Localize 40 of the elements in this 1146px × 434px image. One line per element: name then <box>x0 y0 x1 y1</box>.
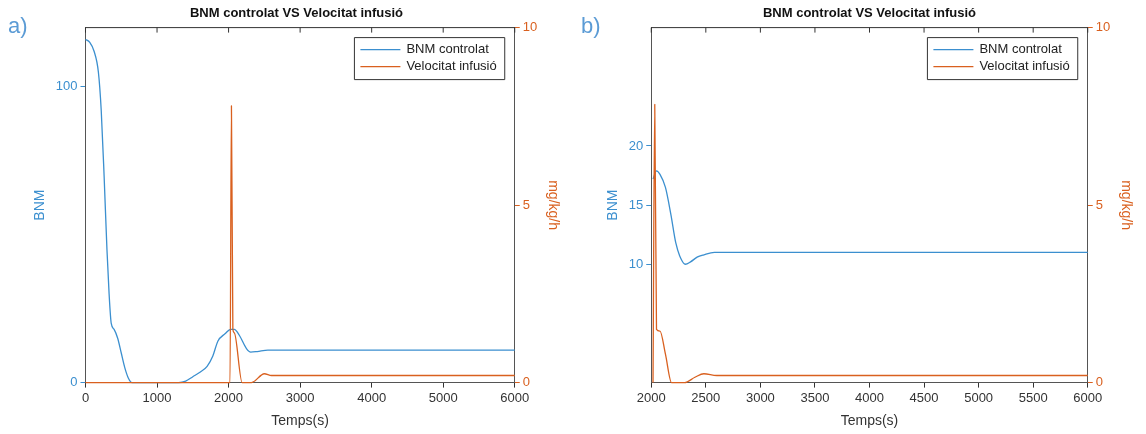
legend-label: Velocitat infusió <box>406 58 497 74</box>
y-tick-label: 20 <box>628 137 644 153</box>
y2-tick-label: 0 <box>1095 374 1103 390</box>
chart-title: BNM controlat VS Velocitat infusió <box>762 5 977 21</box>
y-tick-label: 100 <box>55 78 78 94</box>
x-tick-label: 5000 <box>964 389 994 405</box>
x-tick-label: 2000 <box>636 389 666 405</box>
text: b) <box>581 13 601 39</box>
y-tick-label: 15 <box>628 196 644 212</box>
y2-axis-title: mg/kg/h <box>1118 180 1135 231</box>
y2-tick-label: 5 <box>1095 196 1103 212</box>
x-tick-label: 5000 <box>428 389 458 405</box>
legend-label: BNM controlat <box>406 41 490 57</box>
y2-tick-label: 0 <box>522 374 530 390</box>
legend-label: BNM controlat <box>979 41 1063 57</box>
y-axis-title: BNM <box>604 189 621 221</box>
y2-tick-label: 10 <box>1095 19 1111 35</box>
x-axis-title: Temps(s) <box>271 412 329 429</box>
x-tick-label: 3000 <box>745 389 775 405</box>
legend-label: Velocitat infusió <box>979 58 1070 74</box>
x-axis-title: Temps(s) <box>840 412 899 429</box>
x-tick-label: 4500 <box>909 389 939 405</box>
x-tick-label: 2500 <box>691 389 721 405</box>
x-tick-label: 0 <box>81 389 90 405</box>
text: a) <box>8 13 28 39</box>
x-tick-label: 1000 <box>142 389 172 405</box>
x-tick-label: 3500 <box>800 389 830 405</box>
x-tick-label: 4000 <box>855 389 884 405</box>
x-tick-label: 5500 <box>1018 389 1048 405</box>
y-axis-title: BNM <box>31 189 48 221</box>
y-tick-label: 10 <box>628 255 644 271</box>
y2-tick-label: 10 <box>522 19 538 35</box>
y2-tick-label: 5 <box>522 196 530 212</box>
x-tick-label: 4000 <box>357 389 387 405</box>
chart-title: BNM controlat VS Velocitat infusió <box>189 5 404 21</box>
x-tick-label: 6000 <box>1073 389 1103 405</box>
x-tick-label: 3000 <box>285 389 315 405</box>
x-tick-label: 2000 <box>214 389 244 405</box>
x-tick-label: 6000 <box>500 389 530 405</box>
y2-axis-title: mg/kg/h <box>545 180 562 231</box>
